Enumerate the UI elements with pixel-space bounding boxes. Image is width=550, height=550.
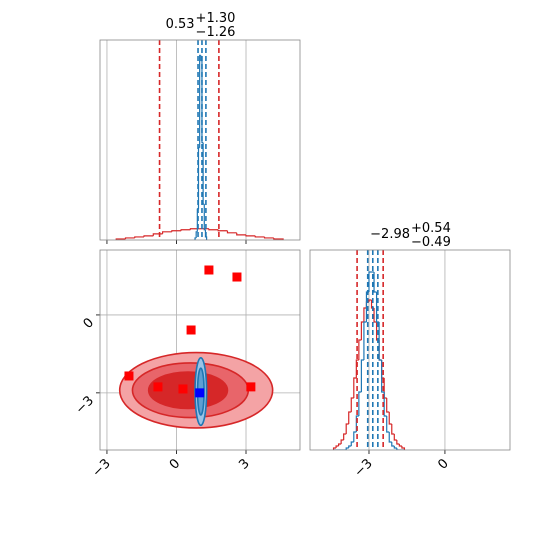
histogram-bin (263, 236, 274, 239)
y-tick-label: 0 (81, 315, 97, 331)
histogram-bin (201, 60, 204, 144)
histogram-bin (381, 360, 385, 393)
histogram-bin (401, 446, 406, 450)
histogram-bin (386, 398, 390, 413)
histogram-bin (134, 236, 145, 238)
x-tick-label: 3 (236, 456, 252, 472)
x-tick-label: 0 (435, 456, 451, 472)
histogram-bin (124, 237, 135, 239)
histogram-bin (348, 445, 352, 448)
marker (195, 388, 205, 398)
histogram-bin (332, 447, 337, 450)
histogram-bin (363, 321, 367, 360)
histogram-bin (273, 237, 284, 240)
x-tick-label: −3 (352, 456, 376, 480)
histogram-bin (393, 434, 397, 441)
histogram-bin (398, 444, 402, 447)
histogram-bin (396, 440, 400, 445)
histogram-bin (245, 234, 256, 237)
histogram-bin (350, 441, 354, 446)
histogram-bin (391, 424, 395, 435)
marker (232, 272, 242, 282)
histogram-bin (152, 233, 163, 236)
histogram-bin (340, 439, 344, 444)
marker (186, 325, 196, 335)
axes-frame (99, 249, 301, 451)
histogram-bin (143, 235, 154, 237)
histogram-bin (363, 307, 367, 322)
title-upper: +1.30 (196, 11, 236, 26)
title-value: −2.98 (370, 227, 410, 242)
marker (204, 265, 214, 275)
contour (147, 371, 229, 410)
plot-area (100, 250, 300, 450)
histogram-bin (254, 235, 265, 238)
histogram-bin (373, 272, 377, 293)
axes-frame (99, 39, 301, 241)
histogram-bin (194, 237, 197, 240)
histogram-bin (353, 377, 357, 398)
histogram-bin (358, 391, 362, 416)
histogram-bin (391, 442, 395, 447)
marker (246, 382, 256, 392)
histogram-bin (396, 448, 400, 450)
histogram-bin (358, 339, 362, 360)
histogram-bin (360, 321, 364, 340)
histogram-bin (171, 230, 182, 232)
histogram-bin (373, 308, 377, 323)
histogram-bin (368, 299, 372, 302)
histogram-bin (348, 411, 352, 424)
histogram-bin (350, 397, 354, 412)
histogram-bin (345, 423, 349, 434)
title-lower: −1.26 (196, 25, 236, 40)
histogram-bin (180, 229, 191, 231)
histogram-bin (236, 232, 247, 236)
title-lower: −0.49 (411, 235, 451, 250)
histogram-bin (383, 392, 387, 417)
marker (178, 384, 188, 394)
histogram-bin (208, 228, 219, 231)
title-value: 0.53 (166, 17, 195, 32)
histogram-bin (202, 142, 205, 205)
histogram-bin (345, 447, 349, 450)
marker (124, 371, 134, 381)
histogram-bin (161, 231, 172, 234)
histogram-bin (388, 412, 392, 425)
x-tick-label: 0 (167, 456, 183, 472)
histogram-bin (353, 431, 357, 442)
histogram-bin (368, 271, 372, 292)
histogram-bin (343, 433, 347, 440)
histogram-bin (226, 230, 237, 234)
title-upper: +0.54 (411, 221, 451, 236)
histogram-bin (378, 322, 382, 361)
histogram-bin (217, 229, 228, 232)
y-tick-label: −3 (73, 393, 97, 417)
histogram-bin (335, 445, 339, 448)
histogram-bin (388, 432, 392, 443)
histogram-bin (338, 443, 342, 446)
histogram-bin (199, 54, 201, 148)
marker (153, 382, 163, 392)
histogram-bin (393, 446, 397, 449)
histogram-bin (386, 416, 390, 433)
plot-area (332, 250, 446, 450)
histogram-bin (195, 231, 198, 238)
histogram-bin (360, 359, 364, 392)
x-tick-label: −3 (90, 456, 114, 480)
axes-frame (309, 249, 511, 451)
histogram-bin (189, 228, 200, 230)
plot-area (106, 40, 284, 240)
